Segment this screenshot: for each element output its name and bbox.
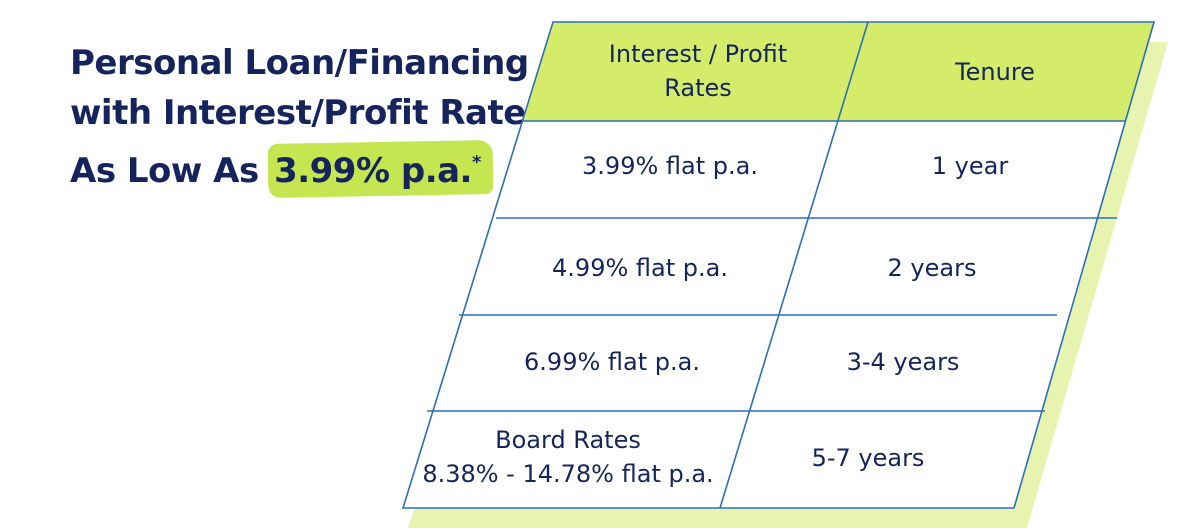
header-tenure: Tenure <box>954 58 1035 86</box>
headline-prefix: As Low As <box>70 151 259 191</box>
rate-highlight: 3.99% p.a.* <box>270 138 487 196</box>
rate-cell-line-1: Board Rates <box>495 426 641 454</box>
column-divider <box>719 21 869 509</box>
headline-line-1: Personal Loan/Financing <box>70 43 529 83</box>
tenure-cell: 5-7 years <box>812 444 925 472</box>
rate-cell: 3.99% flat p.a. <box>582 152 758 180</box>
table-border <box>401 21 1156 509</box>
headline: Personal Loan/Financing with Interest/Pr… <box>70 38 530 196</box>
rate-cell-line-2: 8.38% - 14.78% flat p.a. <box>422 460 713 488</box>
header-rate-line-1: Interest / Profit <box>609 40 787 68</box>
rate-cell: 4.99% flat p.a. <box>552 254 728 282</box>
tenure-cell: 3-4 years <box>847 348 960 376</box>
tenure-cell: 1 year <box>932 152 1009 180</box>
rate-cell: 6.99% flat p.a. <box>524 348 700 376</box>
highlight-rate: 3.99% p.a. <box>274 151 472 191</box>
asterisk: * <box>471 152 481 173</box>
table-header-band <box>523 22 1154 121</box>
headline-line-2: with Interest/Profit Rate <box>70 93 526 133</box>
tenure-cell: 2 years <box>888 254 977 282</box>
headline-line-3: As Low As 3.99% p.a.* <box>70 138 530 196</box>
header-rate-line-2: Rates <box>664 74 732 102</box>
